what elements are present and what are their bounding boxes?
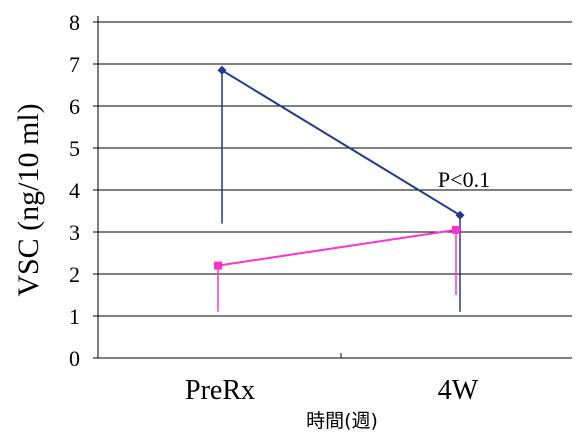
y-tick-labels: 0 1 2 3 4 5 6 7 8 (69, 10, 80, 371)
gridlines (98, 21, 572, 317)
y-tick-label: 7 (69, 52, 80, 77)
y-tick-label: 2 (69, 262, 80, 287)
annotation-p-value: P<0.1 (438, 167, 490, 192)
series-line (221, 69, 461, 217)
y-tick-label: 0 (69, 346, 80, 371)
y-tick-label: 3 (69, 220, 80, 245)
data-point (217, 65, 227, 75)
y-axis-label: VSC (ng/10 ml) (12, 103, 45, 296)
series-line (217, 228, 457, 267)
data-point (455, 210, 465, 220)
x-tick-labels: PreRx 4W (185, 375, 479, 406)
y-tick-label: 6 (69, 94, 80, 119)
y-tick-label: 5 (69, 136, 80, 161)
series-group (214, 65, 465, 312)
x-axis-label: 時間(週) (306, 410, 378, 432)
axes (93, 16, 572, 359)
data-point (452, 225, 460, 234)
x-tick-label: PreRx (185, 375, 255, 406)
y-tick-label: 4 (69, 178, 80, 203)
annotations: P<0.1 (438, 167, 490, 192)
data-point (214, 261, 222, 270)
y-tick-label: 8 (69, 10, 80, 35)
y-tick-label: 1 (69, 304, 80, 329)
x-tick-label: 4W (438, 375, 479, 406)
